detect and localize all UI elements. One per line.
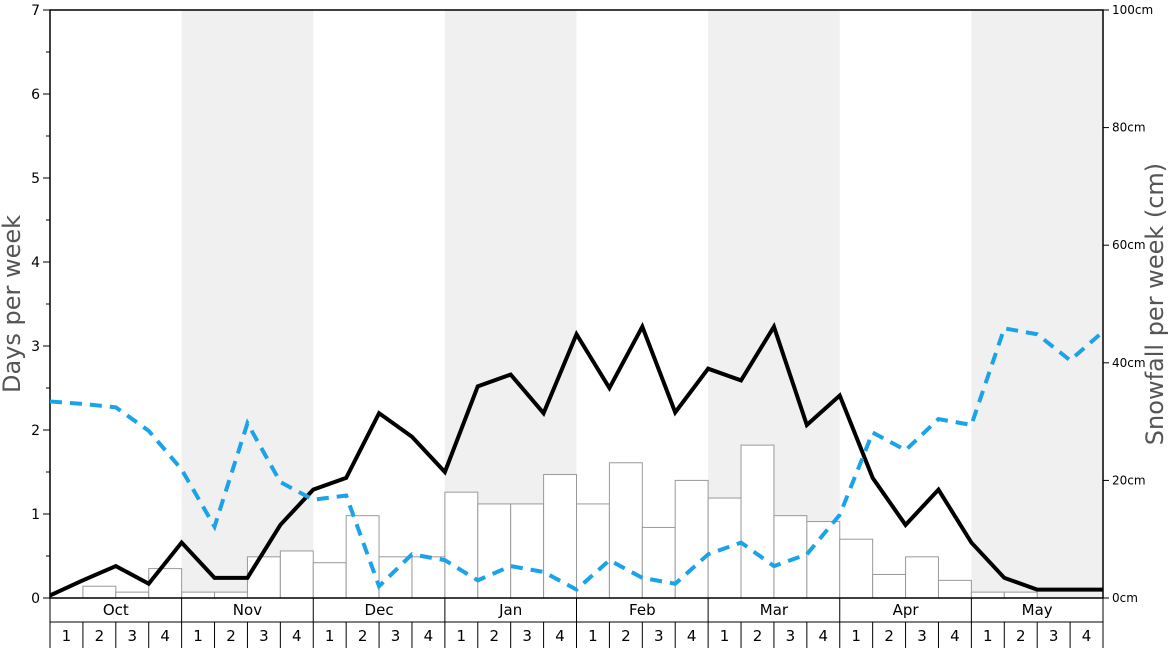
snowfall-bars: [82, 444, 1038, 599]
week-label: 1: [325, 627, 335, 645]
month-label: Nov: [233, 601, 262, 619]
snowfall-bar: [543, 474, 577, 599]
month-shade-band: [971, 10, 1103, 598]
week-label: 4: [292, 627, 302, 645]
week-label: 4: [1082, 627, 1092, 645]
week-label: 3: [786, 627, 796, 645]
snowfall-bar: [510, 503, 545, 599]
week-label: 3: [654, 627, 664, 645]
left-axis-tick-label: 6: [31, 87, 40, 103]
week-label: 2: [1016, 627, 1026, 645]
month-shade-bands: [181, 10, 1103, 598]
week-label: 4: [424, 627, 434, 645]
week-label: 2: [358, 627, 368, 645]
snowfall-bar: [641, 526, 676, 599]
snowfall-bar: [246, 556, 281, 599]
week-label: 2: [884, 627, 894, 645]
month-label: Apr: [893, 601, 920, 619]
week-label: 3: [127, 627, 137, 645]
snowfall-bar: [444, 491, 479, 599]
month-label: Oct: [103, 601, 129, 619]
week-row: 1 2 3 4 1 2 3 4 1 2 3 4 1 2 3 4 1 2 3 4 1 2 3 4 1 2 3 4 1 2 3 4: [62, 622, 1092, 648]
week-label: 1: [193, 627, 203, 645]
week-label: 2: [621, 627, 631, 645]
snowfall-bar: [970, 591, 1005, 599]
right-axis-tick-label: 20cm: [1112, 473, 1146, 487]
month-label: Feb: [629, 601, 656, 619]
week-label: 3: [391, 627, 401, 645]
week-label: 4: [687, 627, 697, 645]
week-label: 2: [489, 627, 499, 645]
month-label: Dec: [365, 601, 394, 619]
right-axis-tick-label: 0cm: [1112, 591, 1138, 605]
week-label: 1: [720, 627, 730, 645]
left-axis-tick-label: 5: [31, 171, 40, 187]
left-axis-tick-label: 4: [31, 255, 40, 271]
left-axis-tick-label: 1: [31, 507, 40, 523]
snowfall-bar: [214, 591, 248, 599]
week-label: 1: [62, 627, 72, 645]
week-label: 4: [555, 627, 565, 645]
snowfall-bar: [773, 515, 808, 599]
week-label: 2: [95, 627, 105, 645]
snowfall-bar: [148, 568, 183, 599]
week-label: 1: [457, 627, 467, 645]
snowfall-bar: [905, 556, 939, 599]
snowfall-bar: [411, 556, 446, 599]
right-axis-tick-label: 40cm: [1112, 356, 1146, 370]
left-axis-tick-label: 0: [31, 591, 40, 607]
week-label: 1: [588, 627, 598, 645]
left-axis: 0 1 2 3 4 5 6 7: [31, 3, 50, 607]
snowfall-bar: [345, 515, 380, 599]
week-label: 3: [917, 627, 927, 645]
right-axis-tick-label: 100cm: [1112, 3, 1153, 17]
snowfall-bar: [378, 556, 413, 599]
snowfall-bar: [115, 591, 150, 599]
week-label: 2: [753, 627, 763, 645]
dashed-line-series: [49, 326, 1105, 593]
right-axis-tick-label: 60cm: [1112, 238, 1146, 252]
week-label: 2: [226, 627, 236, 645]
right-axis-tick-label: 80cm: [1112, 121, 1146, 135]
month-row: Oct Nov Dec Jan Feb Mar Apr May: [49, 598, 1104, 648]
week-label: 3: [522, 627, 532, 645]
snowfall-bar: [477, 503, 512, 599]
week-label: 3: [259, 627, 269, 645]
left-axis-tick-label: 7: [31, 3, 40, 19]
snowfall-bar: [312, 562, 347, 599]
snowfall-bar: [740, 444, 775, 599]
week-label: 4: [160, 627, 170, 645]
week-label: 3: [1049, 627, 1059, 645]
month-shade-band: [181, 10, 314, 598]
snowfall-bar: [872, 573, 907, 599]
right-axis: 0cm 20cm 40cm 60cm 80cm 100cm: [1103, 3, 1153, 605]
snowfall-bar: [181, 591, 216, 599]
snowfall-bar: [279, 550, 314, 599]
month-label: Jan: [498, 601, 522, 619]
left-axis-tick-label: 2: [31, 423, 40, 439]
snowfall-bar: [576, 503, 610, 599]
right-axis-title: Snowfall per week (cm): [1141, 163, 1168, 445]
week-label: 1: [983, 627, 993, 645]
left-axis-title: Days per week: [0, 215, 26, 393]
month-label: Mar: [760, 601, 789, 619]
snowfall-bar: [608, 462, 643, 599]
snowfall-bar: [82, 585, 117, 599]
snowfall-bar: [937, 579, 972, 599]
solid-line-series: [49, 321, 1103, 598]
snowfall-bar: [839, 538, 874, 599]
month-label: May: [1022, 601, 1053, 619]
week-label: 1: [851, 627, 861, 645]
week-label: 4: [950, 627, 960, 645]
week-label: 4: [819, 627, 829, 645]
left-axis-tick-label: 3: [31, 339, 40, 355]
snowfall-bar: [1003, 591, 1038, 599]
line-series: [49, 321, 1105, 598]
